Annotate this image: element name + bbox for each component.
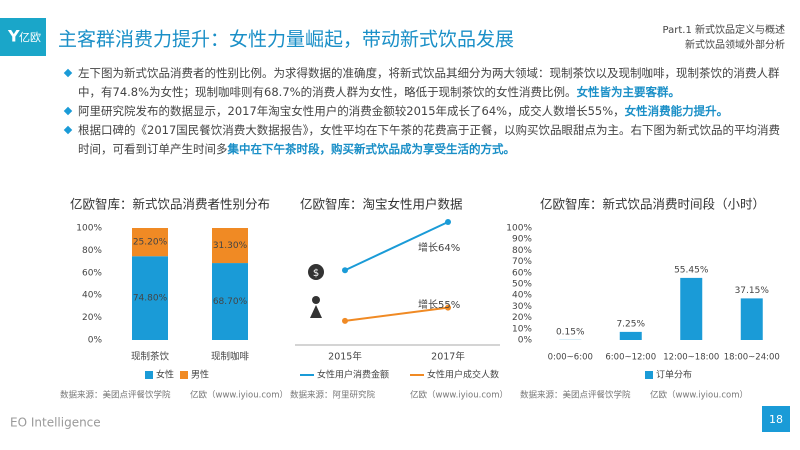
x-tick-label: 2017年	[431, 351, 465, 363]
x-tick-label: 现制茶饮	[131, 351, 170, 363]
chart-title: 亿欧智库：新式饮品消费者性别分布	[70, 197, 270, 212]
bullet: 根据口碑的《2017国民餐饮消费大数据报告》，女性平均在下午茶的花费高于正餐，以…	[78, 121, 783, 159]
page-number: 18	[769, 413, 783, 426]
legend-label: 女性用户消费金额	[317, 369, 389, 381]
point	[342, 317, 348, 324]
value-label: 74.80%	[133, 294, 168, 304]
legend-label: 男性	[191, 369, 209, 381]
y-tick-label: 40%	[512, 291, 532, 301]
y-tick-label: 80%	[512, 246, 532, 256]
legend-label: 订单分布	[656, 369, 692, 381]
logo-box	[0, 18, 46, 56]
money-icon	[308, 264, 324, 280]
y-tick-label: 40%	[82, 291, 102, 301]
value-label: 55.45%	[674, 265, 709, 275]
y-tick-label: 70%	[512, 257, 532, 267]
bullet-text: 根据口碑的《2017国民餐饮消费大数据报告》，女性平均在下午茶的花费高于正餐，以…	[78, 123, 781, 156]
value-label: 68.70%	[213, 297, 248, 307]
bar-segment	[132, 256, 168, 340]
y-tick-label: 30%	[512, 302, 532, 312]
line	[344, 306, 449, 322]
bullet-text: 女性皆为主要客群。	[576, 85, 681, 99]
legend-label: 女性	[156, 369, 174, 381]
icons: $	[308, 264, 324, 318]
bullet: 左下图为新式饮品消费者的性别比例。为求得数据的准确度，将新式饮品其细分为两大领域…	[78, 64, 783, 102]
x-tick-label: 0:00~6:00	[548, 353, 593, 363]
woman-head	[312, 296, 320, 304]
x-tick-label: 现制咖啡	[211, 351, 250, 363]
logo-mark: Y	[7, 27, 20, 46]
bar	[680, 277, 703, 340]
source: 亿欧（www.iyiou.com）	[190, 390, 288, 401]
legend-swatch	[645, 371, 653, 379]
value-label: 37.15%	[735, 286, 770, 296]
point	[445, 219, 451, 225]
y-tick-label: 100%	[506, 224, 532, 234]
x-tick-label: 12:00~18:00	[663, 353, 719, 363]
y-tick-label: 50%	[512, 280, 532, 290]
page-box	[762, 406, 790, 432]
bar-segment	[132, 228, 168, 257]
y-tick-label: 20%	[82, 313, 102, 323]
bullet: 阿里研究院发布的数据显示，2017年淘宝女性用户的消费金额较2015年成长了64…	[78, 102, 783, 121]
bullet-text: 集中在下午茶时段，购买新式饮品成为享受生活的方式。	[227, 142, 516, 156]
x-tick-label: 18:00~24:00	[724, 353, 780, 363]
bullet-text: 左下图为新式饮品消费者的性别比例。为求得数据的准确度，将新式饮品其细分为两大领域…	[78, 66, 780, 99]
x-tick-label: 2015年	[328, 351, 362, 363]
bar-segment	[212, 228, 248, 264]
bullets: 左下图为新式饮品消费者的性别比例。为求得数据的准确度，将新式饮品其细分为两大领域…	[78, 64, 783, 159]
legend-label: 女性用户成交人数	[427, 369, 499, 381]
source: 数据来源：美团点评餐饮学院	[60, 390, 171, 401]
y-tick-label: 60%	[512, 268, 532, 278]
source: 亿欧（www.iyiou.com）	[410, 390, 508, 401]
x-tick-label: 6:00~12:00	[605, 353, 656, 363]
bar-segment	[212, 263, 248, 340]
y-tick-label: 10%	[512, 324, 532, 334]
y-tick-label: 20%	[512, 313, 532, 323]
y-tick-label: 60%	[82, 268, 102, 278]
y-tick-label: 90%	[512, 235, 532, 245]
annotation: 增长55%	[418, 298, 460, 311]
value-label: 31.30%	[213, 241, 248, 251]
value-label: 25.20%	[133, 238, 168, 248]
bullet-text: 女性消费能力提升。	[624, 104, 729, 118]
y-tick-label: 80%	[82, 246, 102, 256]
source: 亿欧（www.iyiou.com）	[650, 390, 748, 401]
brand: EO Intelligence	[10, 416, 101, 430]
line	[344, 221, 449, 272]
annotation: 增长64%	[418, 241, 460, 254]
chart-title: 亿欧智库：淘宝女性用户数据	[300, 197, 463, 212]
source: 数据来源：美团点评餐饮学院	[520, 390, 631, 401]
value-label: 7.25%	[616, 319, 645, 329]
source: 数据来源：阿里研究院	[290, 390, 376, 401]
y-tick-label: 0%	[518, 336, 533, 346]
bullet-text: 阿里研究院发布的数据显示，2017年淘宝女性用户的消费金额较2015年成长了64…	[78, 104, 625, 118]
part: Part.1 新式饮品定义与概述	[663, 23, 785, 36]
subpart: 新式饮品领域外部分析	[685, 38, 785, 51]
woman-body	[310, 305, 322, 318]
chart-title: 亿欧智库：新式饮品消费时间段（小时）	[540, 197, 765, 212]
bar	[740, 298, 763, 340]
bar	[619, 331, 642, 340]
y-tick-label: 0%	[88, 336, 103, 346]
legend-swatch	[145, 371, 153, 379]
money-symbol: $	[313, 268, 319, 279]
title: 主客群消费力提升：女性力量崛起，带动新式饮品发展	[58, 29, 514, 51]
point	[445, 304, 451, 311]
value-label: 0.15%	[556, 327, 585, 337]
legend-swatch	[180, 371, 188, 379]
y-tick-label: 100%	[76, 224, 102, 234]
point	[342, 267, 348, 274]
logo: 亿欧	[19, 31, 41, 44]
